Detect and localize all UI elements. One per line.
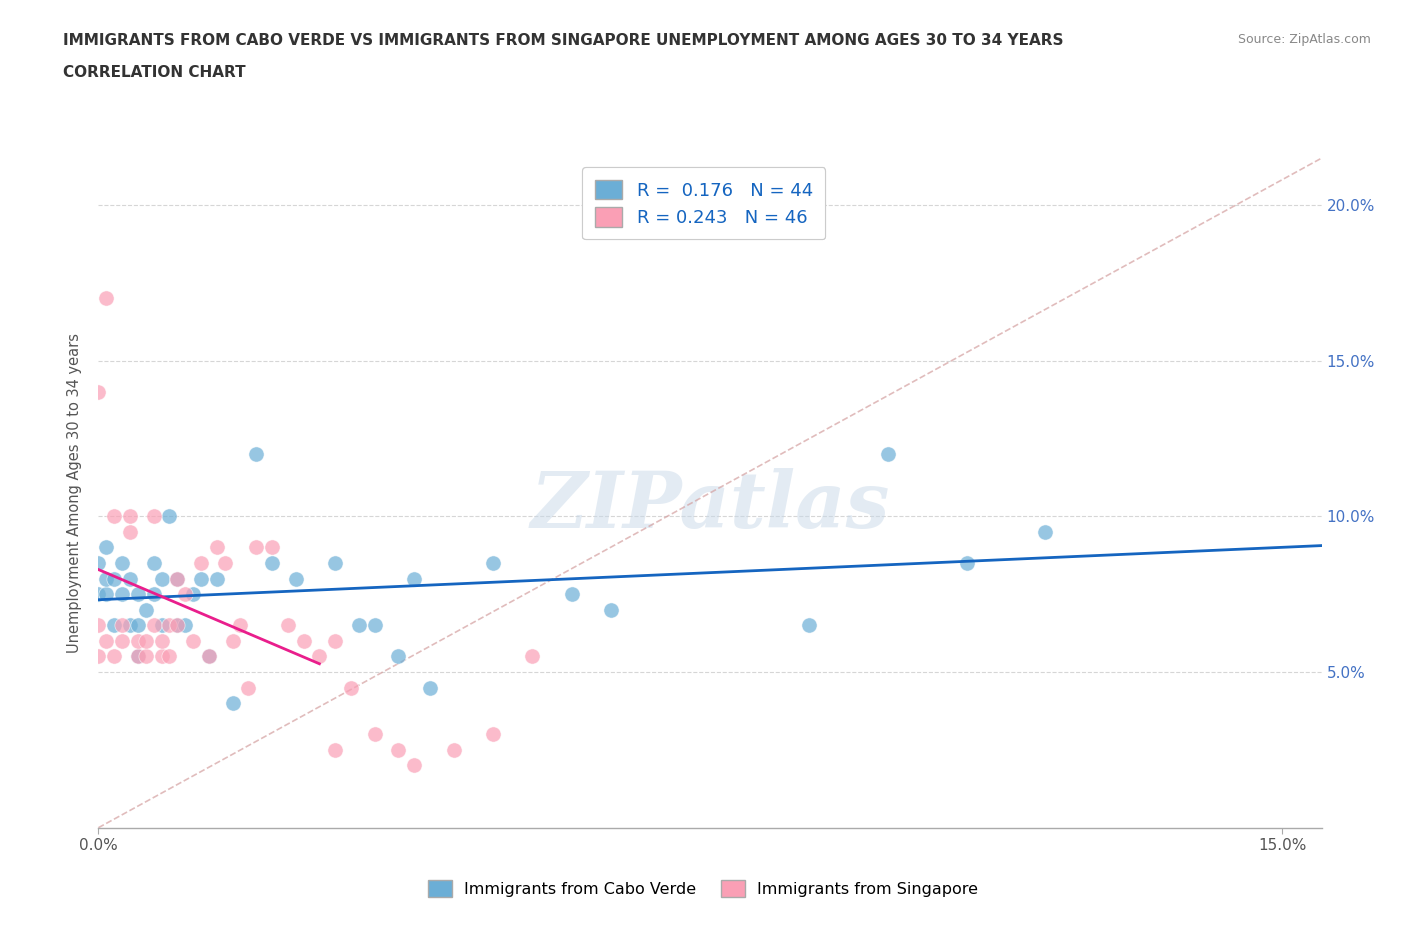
Point (561, 587, 583, 602)
Point (135, 649, 157, 664)
Point (260, 540, 283, 555)
Point (340, 680, 363, 695)
Point (96, 291, 118, 306)
Point (419, 680, 441, 695)
Point (347, 618, 370, 632)
Point (87, 649, 110, 664)
Point (443, 742, 465, 757)
Point (87, 587, 110, 602)
Point (118, 618, 141, 632)
Point (142, 618, 165, 632)
Point (876, 446, 898, 461)
Legend: R =  0.176   N = 44, R = 0.243   N = 46: R = 0.176 N = 44, R = 0.243 N = 46 (582, 167, 825, 239)
Point (150, 649, 173, 664)
Point (198, 649, 221, 664)
Point (181, 633, 204, 648)
Point (190, 571, 212, 586)
Point (190, 555, 212, 570)
Point (482, 727, 505, 742)
Point (404, 758, 426, 773)
Point (150, 618, 173, 632)
Text: Source: ZipAtlas.com: Source: ZipAtlas.com (1237, 33, 1371, 46)
Point (150, 633, 173, 648)
Point (96, 587, 118, 602)
Point (323, 555, 346, 570)
Text: CORRELATION CHART: CORRELATION CHART (63, 65, 246, 80)
Text: ZIPatlas: ZIPatlas (530, 468, 890, 545)
Point (260, 555, 283, 570)
Point (103, 618, 125, 632)
Point (118, 571, 141, 586)
Point (198, 649, 221, 664)
Legend: Immigrants from Cabo Verde, Immigrants from Singapore: Immigrants from Cabo Verde, Immigrants f… (422, 873, 984, 903)
Point (221, 633, 243, 648)
Point (135, 603, 157, 618)
Point (103, 509, 125, 524)
Point (96, 540, 118, 555)
Point (127, 649, 149, 664)
Point (142, 587, 165, 602)
Point (159, 509, 181, 524)
Point (103, 571, 125, 586)
Point (284, 571, 307, 586)
Point (245, 446, 267, 461)
Point (159, 618, 181, 632)
Point (166, 571, 188, 586)
Point (166, 618, 188, 632)
Point (277, 618, 299, 632)
Point (522, 649, 544, 664)
Point (159, 649, 181, 664)
Point (955, 555, 977, 570)
Point (111, 555, 134, 570)
Point (323, 633, 346, 648)
Point (245, 540, 267, 555)
Point (166, 618, 188, 632)
Point (127, 618, 149, 632)
Point (103, 649, 125, 664)
Point (404, 571, 426, 586)
Point (363, 618, 385, 632)
Point (387, 649, 409, 664)
Point (363, 727, 385, 742)
Point (96, 571, 118, 586)
Point (238, 680, 260, 695)
Point (87, 384, 110, 399)
Text: IMMIGRANTS FROM CABO VERDE VS IMMIGRANTS FROM SINGAPORE UNEMPLOYMENT AMONG AGES : IMMIGRANTS FROM CABO VERDE VS IMMIGRANTS… (63, 33, 1064, 47)
Point (1035, 525, 1057, 539)
Point (797, 618, 820, 632)
Point (308, 649, 330, 664)
Point (174, 618, 197, 632)
Point (127, 649, 149, 664)
Point (118, 509, 141, 524)
Point (292, 633, 315, 648)
Point (87, 618, 110, 632)
Point (323, 742, 346, 757)
Point (142, 509, 165, 524)
Y-axis label: Unemployment Among Ages 30 to 34 years: Unemployment Among Ages 30 to 34 years (67, 333, 83, 653)
Point (87, 555, 110, 570)
Point (142, 555, 165, 570)
Point (221, 696, 243, 711)
Point (600, 603, 623, 618)
Point (111, 633, 134, 648)
Point (135, 633, 157, 648)
Point (205, 571, 228, 586)
Point (127, 587, 149, 602)
Point (482, 555, 505, 570)
Point (174, 587, 197, 602)
Point (127, 633, 149, 648)
Point (166, 571, 188, 586)
Point (96, 633, 118, 648)
Point (111, 618, 134, 632)
Point (181, 587, 204, 602)
Point (111, 587, 134, 602)
Point (229, 618, 252, 632)
Point (118, 525, 141, 539)
Point (150, 571, 173, 586)
Point (205, 540, 228, 555)
Point (387, 742, 409, 757)
Point (214, 555, 236, 570)
